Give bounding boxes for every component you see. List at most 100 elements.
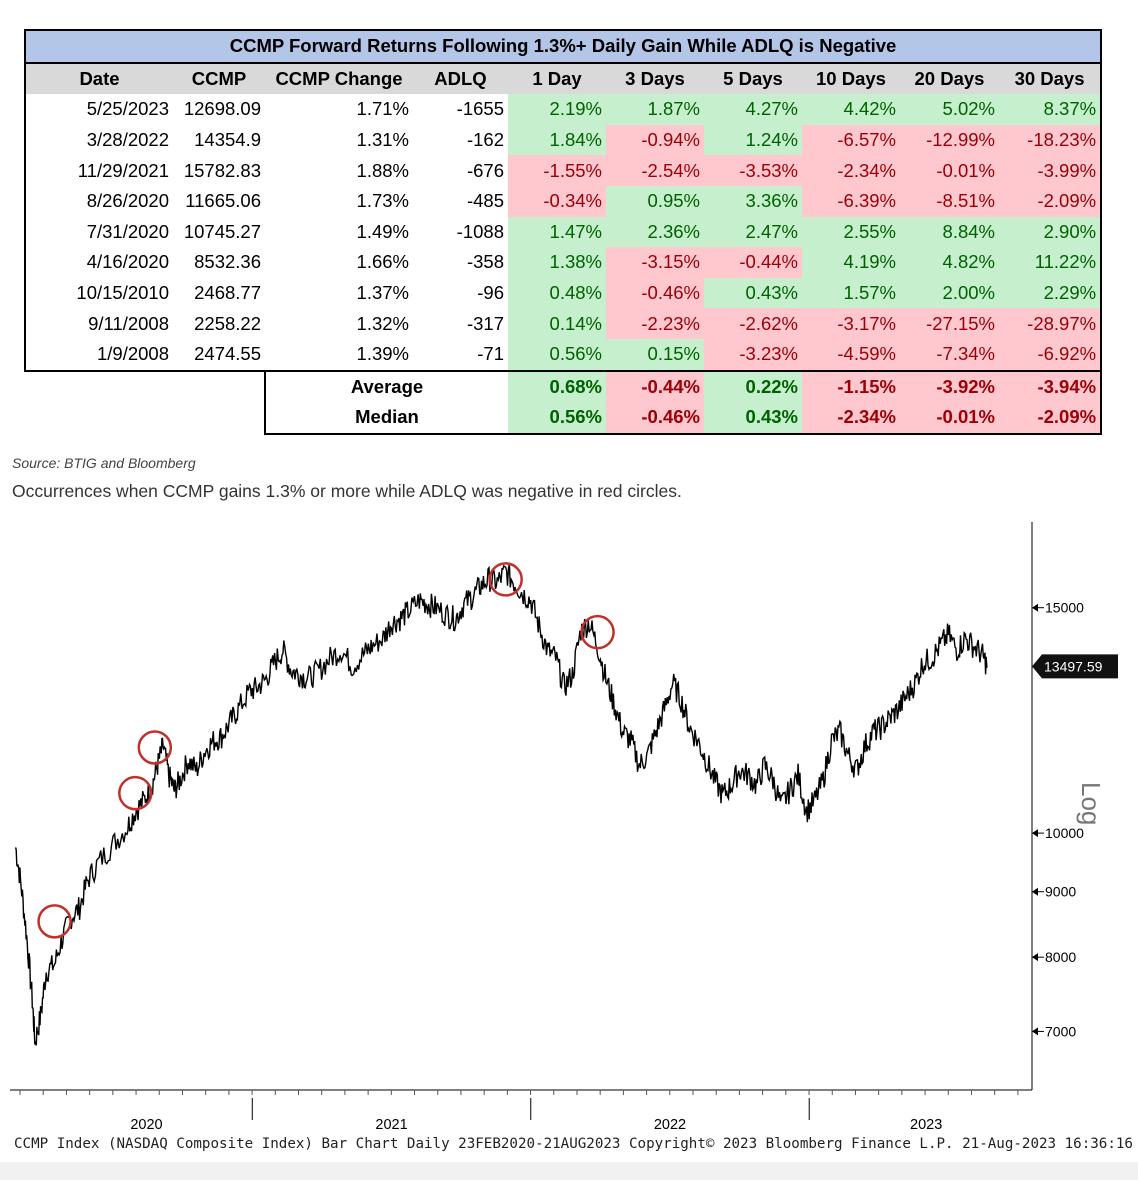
table-cell: 1.57%	[802, 277, 900, 309]
median-value: 0.43%	[704, 402, 802, 435]
column-header: CCMP Change	[265, 62, 413, 95]
column-header: 30 Days	[999, 62, 1103, 95]
table-cell: -12.99%	[900, 124, 999, 156]
column-header: 5 Days	[704, 62, 802, 95]
table-cell: 14354.9	[194, 129, 261, 151]
average-value: 0.22%	[704, 370, 802, 403]
table-cell: -2.62%	[704, 308, 802, 339]
table-cell: 1.88%	[356, 159, 409, 181]
table-cell: -485	[466, 190, 504, 212]
ccmp-line	[14, 564, 988, 1046]
table-cell: -6.92%	[999, 338, 1103, 372]
table-cell: 1.37%	[356, 282, 409, 304]
table-cell: 4/16/2020	[24, 247, 173, 278]
table-cell: 9/11/2008	[24, 308, 173, 339]
table-cell: 8.37%	[999, 94, 1103, 125]
table-cell: 5/25/2023	[24, 94, 173, 125]
average-value: -1.15%	[802, 370, 900, 403]
table-row: 10/15/2010 2468.77 1.37% -96 0.48% -0.46% 0.43…	[24, 277, 1103, 309]
y-tick-label: 15000	[1045, 600, 1084, 616]
table-cell: 2468.77	[194, 282, 261, 304]
column-header: 20 Days	[900, 62, 999, 95]
x-tick-label: 2022	[654, 1117, 686, 1133]
column-header: Date	[24, 62, 173, 95]
table-cell: 0.43%	[704, 277, 802, 309]
chart-annotations	[37, 562, 615, 939]
median-value: 0.56%	[508, 402, 606, 435]
table-cell: 1.66%	[356, 251, 409, 273]
y-tick-marker	[1032, 1027, 1038, 1036]
average-value: -0.44%	[606, 370, 704, 403]
y-tick-label: 9000	[1045, 884, 1076, 900]
table-cell: 8/26/2020	[24, 185, 173, 217]
table-cell: 2258.22	[194, 312, 261, 334]
table-body: 5/25/2023 12698.09 1.71% -1655 2.19% 1.87% 4.2…	[24, 94, 1103, 372]
table-cell: -1088	[456, 220, 504, 242]
last-value-marker	[1032, 654, 1118, 679]
table-cell: 0.48%	[508, 277, 606, 309]
chart-footer: CCMP Index (NASDAQ Composite Index) Bar …	[14, 1136, 1133, 1152]
table-cell: 10/15/2010	[24, 277, 173, 309]
table-summary: Average 0.68% -0.44% 0.22% -1.15% -3.92% -3.94…	[25, 370, 1103, 435]
table-cell: -3.53%	[704, 155, 802, 186]
table-row: 8/26/2020 11665.06 1.73% -485 -0.34% 0.95% 3.3…	[24, 185, 1103, 217]
column-header: 3 Days	[606, 62, 704, 95]
table-cell: -96	[477, 282, 504, 304]
occurrence-circle	[488, 562, 523, 597]
bottom-band	[0, 1162, 1138, 1180]
table-cell: -162	[466, 129, 504, 151]
median-row: Median 0.56% -0.46% 0.43% -2.34% -0.01% -2.09%	[25, 402, 1103, 435]
table-cell: 11.22%	[999, 247, 1103, 278]
table-cell: -3.23%	[704, 338, 802, 372]
median-value: -2.34%	[802, 402, 900, 435]
table-cell: 3.36%	[704, 185, 802, 217]
table-cell: 2.47%	[704, 216, 802, 248]
table-cell: 4.27%	[704, 94, 802, 125]
chart-labels: 7000 8000 9000 10000 15000 2020 2021 2022 2023 Lo…	[130, 600, 1106, 1133]
table-cell: -2.09%	[999, 185, 1103, 217]
forward-returns-table: CCMP Forward Returns Following 1.3%+ Dai…	[23, 29, 1103, 435]
column-header: 10 Days	[802, 62, 900, 95]
y-tick-marker	[1032, 887, 1038, 896]
chart-series	[14, 564, 988, 1046]
chart-caption: Occurrences when CCMP gains 1.3% or more…	[12, 481, 682, 501]
y-tick-label: 10000	[1045, 825, 1084, 841]
table-cell: 1.32%	[356, 312, 409, 334]
y-tick-label: 8000	[1045, 949, 1076, 965]
empty-cell	[25, 371, 265, 403]
table-cell: 2.55%	[802, 216, 900, 248]
median-value: -0.46%	[606, 402, 704, 435]
table-row: 9/11/2008 2258.22 1.32% -317 0.14% -2.23% -2.6…	[24, 308, 1103, 339]
table-cell: 2474.55	[173, 338, 265, 372]
table-cell: 0.15%	[606, 338, 704, 372]
table-cell: -0.94%	[606, 124, 704, 156]
table-cell: -4.59%	[802, 338, 900, 372]
column-header: 1 Day	[508, 62, 606, 95]
column-header: ADLQ	[413, 62, 508, 95]
table-row: 7/31/2020 10745.27 1.49% -1088 1.47% 2.36% 2.4…	[24, 216, 1103, 248]
average-row: Average 0.68% -0.44% 0.22% -1.15% -3.92% -3.94…	[25, 370, 1103, 403]
x-tick-label: 2023	[910, 1117, 942, 1133]
table-cell: 2.00%	[900, 277, 999, 309]
table-cell: -2.23%	[606, 308, 704, 339]
table-cell: -6.57%	[802, 124, 900, 156]
last-value-label: 13497.59	[1044, 658, 1103, 674]
table-cell: 7/31/2020	[24, 216, 173, 248]
x-tick-label: 2020	[130, 1117, 162, 1133]
table-cell: 0.56%	[508, 338, 606, 372]
table-cell: -28.97%	[999, 308, 1103, 339]
y-tick-marker	[1032, 829, 1038, 838]
average-value: -3.94%	[999, 370, 1103, 403]
table-cell: -0.34%	[508, 185, 606, 217]
table-cell: -317	[466, 312, 504, 334]
table-cell: -27.15%	[900, 308, 999, 339]
table-cell: 1/9/2008	[24, 338, 173, 372]
source-note: Source: BTIG and Bloomberg	[12, 455, 196, 471]
table-cell: 8.84%	[900, 216, 999, 248]
average-value: 0.68%	[508, 370, 606, 403]
table-cell: 3/28/2022	[24, 124, 173, 156]
table-cell: 1.84%	[508, 124, 606, 156]
table-cell: 1.31%	[356, 129, 409, 151]
table-cell: -7.34%	[900, 338, 999, 372]
average-value: -3.92%	[900, 370, 999, 403]
